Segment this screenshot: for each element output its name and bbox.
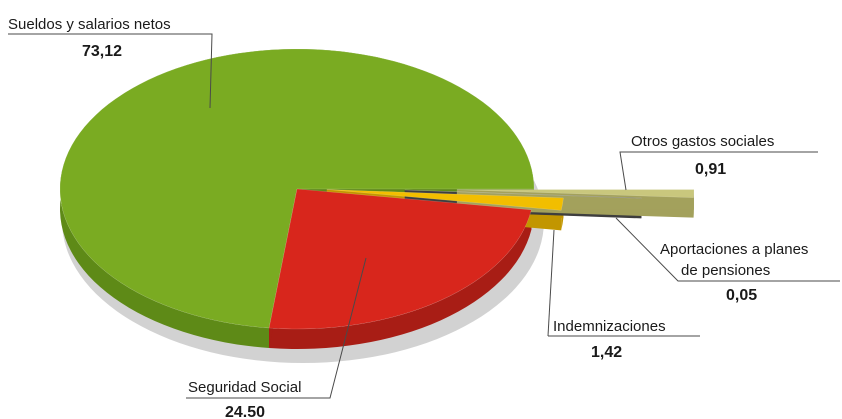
callout-line-sueldos <box>8 33 213 109</box>
callout-lines <box>8 33 840 399</box>
label-group-indemnizaciones: Indemnizaciones 1,42 <box>553 318 666 361</box>
callout-line-seguridad-social <box>186 257 367 399</box>
label-group-sueldos: Sueldos y salarios netos 73,12 <box>8 16 171 60</box>
pie-slices <box>59 48 695 330</box>
slice-label-indemnizaciones: Indemnizaciones <box>553 318 666 335</box>
callout-line-indemnizaciones-stem <box>547 229 555 337</box>
callout-line-otros <box>619 151 818 191</box>
pie-slice-aportaciones <box>404 189 642 199</box>
pie-slice-seguridad-social <box>268 188 532 330</box>
slice-value-aportaciones: 0,05 <box>726 287 757 304</box>
pie-slice-indemnizaciones <box>326 189 564 211</box>
label-group-aportaciones: Aportaciones a planes de pensiones 0,05 <box>660 241 808 304</box>
label-group-seguridad-social: Seguridad Social 24.50 <box>188 379 301 419</box>
slice-label-aportaciones-line1: Aportaciones a planes <box>660 241 808 258</box>
slice-label-seguridad-social: Seguridad Social <box>188 379 301 396</box>
slice-label-otros: Otros gastos sociales <box>631 133 774 150</box>
slice-value-otros: 0,91 <box>695 161 726 178</box>
callout-line-aportaciones <box>615 217 840 282</box>
pie-slice-otros <box>456 189 695 198</box>
slice-value-indemnizaciones: 1,42 <box>591 344 622 361</box>
slice-value-sueldos: 73,12 <box>82 43 122 60</box>
slice-label-sueldos: Sueldos y salarios netos <box>8 16 171 33</box>
slice-value-seguridad-social: 24.50 <box>225 404 265 419</box>
slice-side-seguridad-social <box>269 209 532 350</box>
slice-label-aportaciones-line2: de pensiones <box>681 262 770 279</box>
pie-slice-sueldos <box>59 48 535 329</box>
label-group-otros: Otros gastos sociales 0,91 <box>631 133 774 178</box>
